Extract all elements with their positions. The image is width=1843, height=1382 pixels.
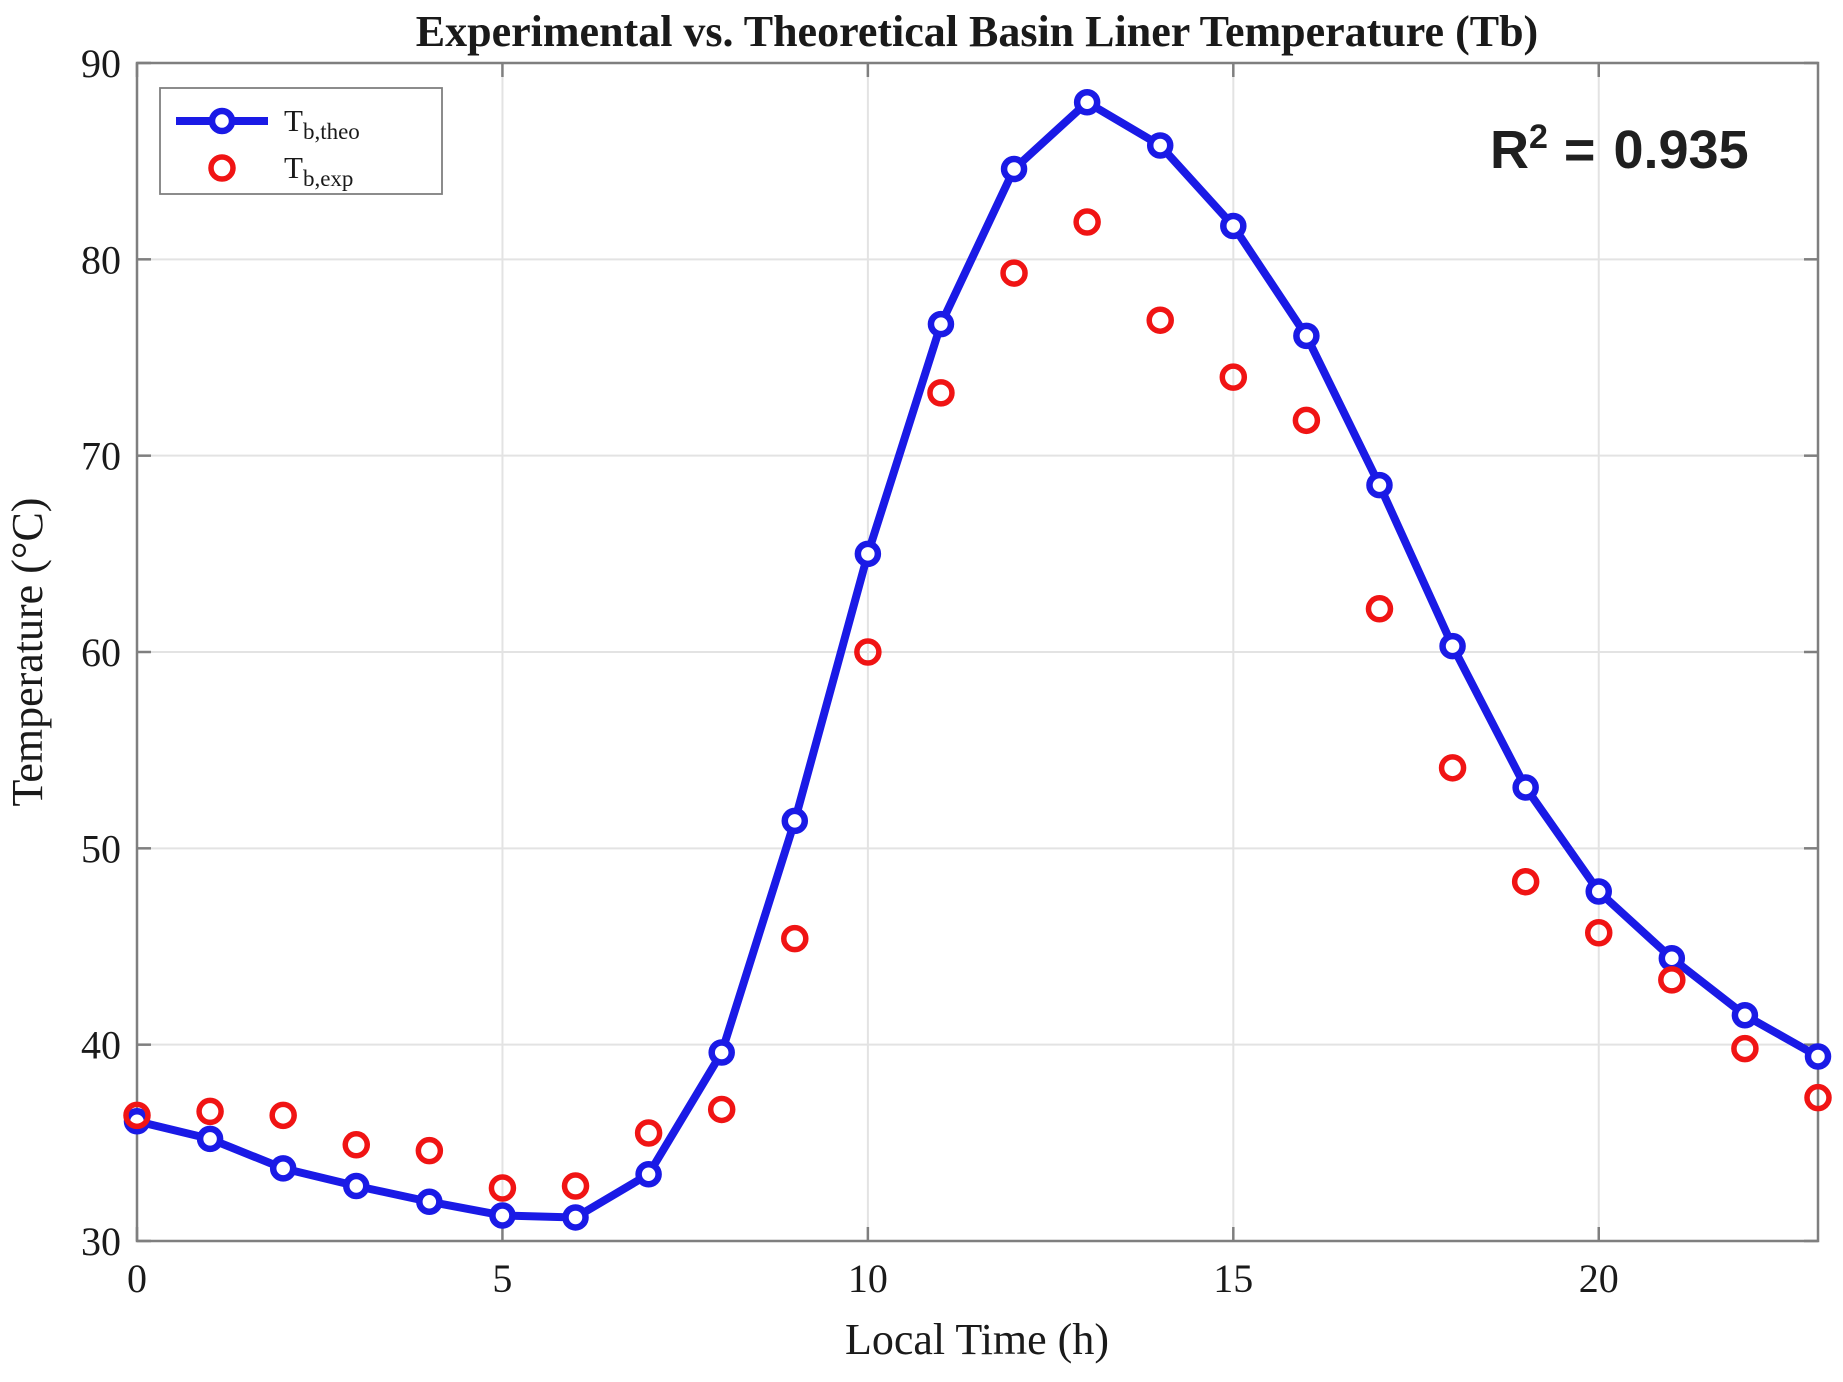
exp-data-point	[269, 1101, 297, 1130]
theoretical-marker-icon	[208, 107, 236, 135]
legend-label-subscript: b,exp	[303, 166, 353, 191]
exp-data-point	[1365, 595, 1394, 623]
legend-label-experimental: Tb,exp	[284, 150, 353, 191]
legend-label-subscript: b,theo	[303, 119, 360, 144]
x-tick-label: 0	[127, 1256, 147, 1301]
exp-data-point	[1073, 208, 1101, 236]
exp-data-point	[342, 1131, 371, 1159]
theo-data-point	[343, 1172, 370, 1200]
y-tick-label: 50	[81, 826, 121, 871]
exp-data-point	[1511, 867, 1540, 896]
exp-data-point	[561, 1172, 590, 1200]
theo-line	[133, 98, 1822, 1222]
theo-data-point	[1439, 632, 1466, 660]
exp-data-point	[123, 1101, 151, 1130]
legend-box	[159, 87, 443, 195]
r-squared-annotation: R2 = 0.935	[1490, 118, 1749, 180]
theo-data-point	[1512, 774, 1539, 801]
theo-data-point	[854, 540, 882, 568]
theo-data-point	[1366, 471, 1393, 499]
theo-data-point	[927, 310, 955, 338]
legend-label-base: T	[284, 103, 303, 138]
theo-data-point	[562, 1204, 589, 1231]
theo-data-point	[1658, 945, 1686, 972]
y-axis-label: Temperature (°C)	[3, 498, 52, 807]
exp-data-point	[634, 1119, 663, 1147]
exp-data-point	[488, 1174, 517, 1202]
theo-data-point	[416, 1188, 443, 1215]
exp-data-point	[1292, 406, 1321, 435]
chart-title: Experimental vs. Theoretical Basin Liner…	[416, 7, 1538, 56]
grid-layer	[137, 63, 1818, 1241]
series-layer	[123, 89, 1832, 1231]
y-tick-label: 40	[81, 1023, 121, 1068]
theo-data-point	[1146, 132, 1174, 159]
legend: Tb,theo Tb,exp	[159, 87, 443, 195]
y-tick-label: 70	[81, 434, 121, 479]
theo-data-point	[1585, 878, 1612, 905]
theo-data-point	[1000, 155, 1028, 183]
r2-equals: =	[1564, 120, 1596, 180]
exp-data-point	[1146, 306, 1174, 334]
exp-data-point	[854, 638, 882, 666]
exp-data-point	[707, 1095, 736, 1124]
theo-data-point	[196, 1125, 224, 1153]
legend-item-theoretical: Tb,theo	[176, 103, 360, 144]
theo-data-point	[1804, 1043, 1832, 1070]
exp-data-point	[1658, 966, 1686, 994]
exp-data-point	[1804, 1083, 1832, 1112]
exp-data-point	[1438, 754, 1467, 782]
legend-label-base: T	[284, 150, 303, 185]
y-tick-label: 30	[81, 1219, 121, 1264]
exp-data-point	[1000, 259, 1028, 287]
axis-layer: 0 5 10 15 20 30 40 50 60 70 80 90	[81, 41, 1820, 1301]
exp-data-point	[1584, 919, 1613, 947]
legend-label-theoretical: Tb,theo	[284, 103, 360, 144]
exp-data-point	[1219, 363, 1248, 391]
theo-data-point	[781, 807, 809, 835]
experimental-marker-icon	[208, 154, 236, 182]
theo-data-point	[708, 1039, 735, 1066]
y-tick-label: 80	[81, 237, 121, 282]
r2-base: R	[1490, 120, 1529, 180]
exp-data-point	[781, 924, 809, 953]
exp-data-point	[196, 1097, 224, 1126]
theo-data-point	[1073, 89, 1101, 116]
x-tick-label: 10	[848, 1256, 888, 1301]
x-tick-label: 20	[1579, 1256, 1619, 1301]
theo-data-point	[1731, 1001, 1759, 1029]
exp-data-point	[415, 1136, 444, 1165]
legend-item-experimental: Tb,exp	[208, 150, 353, 191]
y-tick-label: 90	[81, 41, 121, 86]
r2-superscript: 2	[1529, 118, 1548, 156]
exp-data-point	[927, 379, 955, 407]
theo-data-point	[1220, 212, 1247, 240]
y-tick-label: 60	[81, 630, 121, 675]
r2-value: 0.935	[1613, 120, 1748, 180]
theo-data-point	[269, 1155, 297, 1182]
exp-data-point	[1731, 1034, 1759, 1063]
theo-data-point	[1293, 322, 1320, 350]
theo-data-point	[635, 1160, 662, 1188]
theo-data-point	[489, 1202, 516, 1229]
x-axis-label: Local Time (h)	[845, 1315, 1109, 1364]
x-tick-label: 15	[1213, 1256, 1253, 1301]
x-tick-label: 5	[492, 1256, 512, 1301]
